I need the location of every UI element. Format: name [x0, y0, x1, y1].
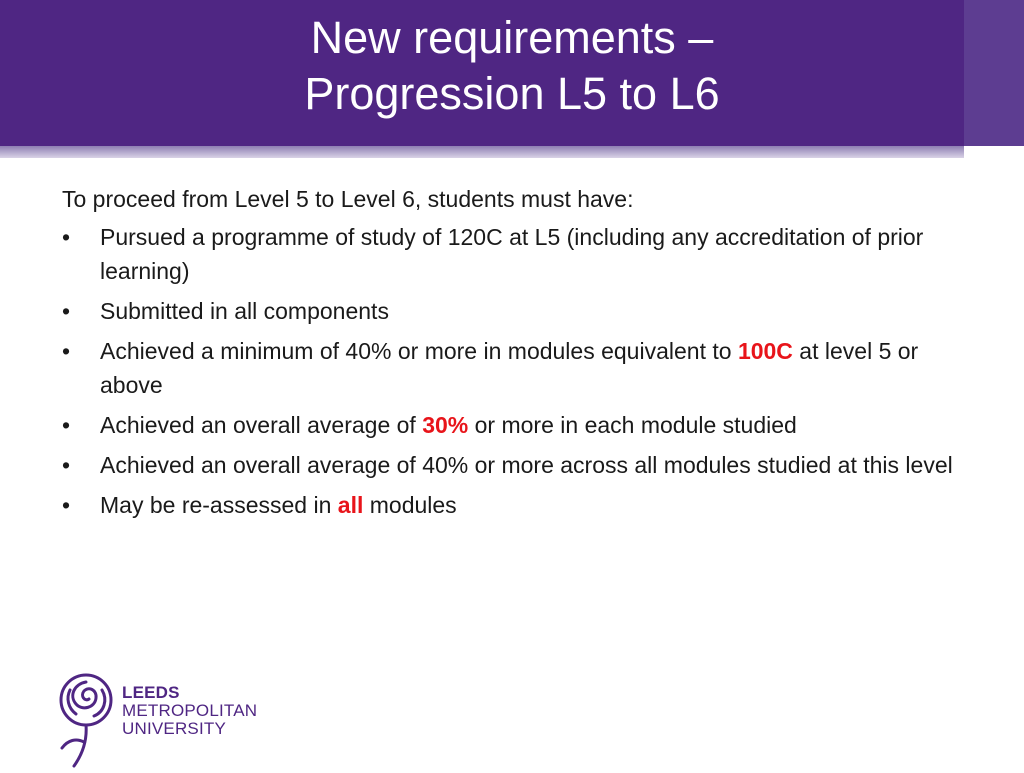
highlight-text: all [337, 492, 364, 518]
logo-line-university: UNIVERSITY [122, 719, 227, 738]
slide-title: New requirements – Progression L5 to L6 [0, 10, 1024, 122]
bullet-icon: • [62, 224, 71, 250]
bullet-icon: • [62, 338, 71, 364]
list-item-text: Pursued a programme of study of 120C at … [100, 224, 924, 284]
list-item: • May be re-assessed in all modules [62, 488, 962, 522]
logo-line-leeds: LEEDS [122, 683, 180, 702]
list-item: • Achieved an overall average of 40% or … [62, 448, 962, 482]
list-item-text-after: at level 5 or above [100, 338, 919, 398]
title-bar [0, 0, 964, 146]
slide-title-line2: Progression L5 to L6 [304, 68, 720, 119]
list-item-text-before: May be re-assessed in [100, 492, 338, 518]
bullet-icon: • [62, 412, 71, 438]
intro-text: To proceed from Level 5 to Level 6, stud… [62, 186, 634, 212]
title-bar-shadow [0, 146, 964, 158]
list-item-text-after: modules [363, 492, 457, 518]
university-logo: LEEDS METROPOLITAN UNIVERSITY [56, 668, 286, 768]
logo-wordmark: LEEDS METROPOLITAN UNIVERSITY [122, 684, 257, 738]
highlight-text: 30% [422, 412, 469, 438]
logo-line-metropolitan: METROPOLITAN [122, 701, 258, 720]
list-item-text-after: or more in each module studied [468, 412, 797, 438]
list-item-text-before: Achieved an overall average of [100, 412, 423, 438]
list-item-text: Achieved an overall average of 40% or mo… [100, 452, 953, 478]
list-item: • Submitted in all components [62, 294, 962, 328]
list-item: • Achieved an overall average of 30% or … [62, 408, 962, 442]
slide-body: To proceed from Level 5 to Level 6, stud… [62, 182, 962, 528]
requirements-list: • Pursued a programme of study of 120C a… [62, 220, 962, 522]
list-item: • Pursued a programme of study of 120C a… [62, 220, 962, 288]
rose-icon [59, 673, 113, 768]
list-item-text: Submitted in all components [100, 298, 389, 324]
bullet-icon: • [62, 298, 71, 324]
slide-title-line1: New requirements – [310, 12, 714, 63]
title-bar-accent [964, 0, 1024, 146]
list-item: • Achieved a minimum of 40% or more in m… [62, 334, 962, 402]
highlight-text: 100C [737, 338, 793, 364]
bullet-icon: • [62, 492, 71, 518]
list-item-text-before: Achieved a minimum of 40% or more in mod… [100, 338, 738, 364]
bullet-icon: • [62, 452, 71, 478]
